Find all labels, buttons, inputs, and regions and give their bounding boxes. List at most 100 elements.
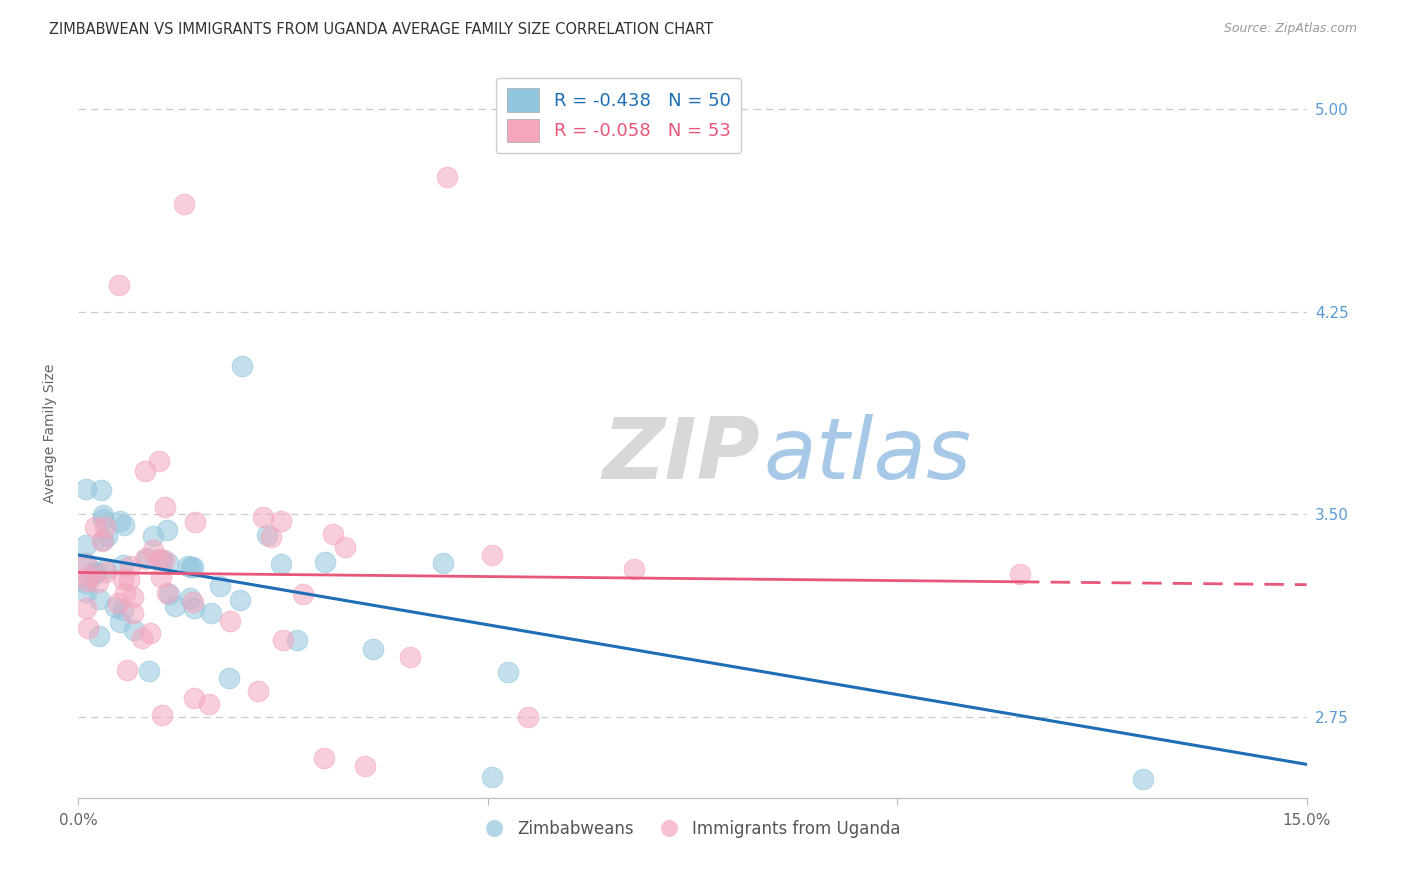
Immigrants from Uganda <box>121 606 143 620</box>
Immigrants from Uganda <box>333 540 356 554</box>
Zimbabweans <box>142 529 165 543</box>
Immigrants from Uganda <box>76 569 98 583</box>
Immigrants from Uganda <box>91 533 114 548</box>
Zimbabweans <box>432 556 454 570</box>
Zimbabweans <box>86 566 108 580</box>
Zimbabweans <box>314 555 336 569</box>
Immigrants from Uganda <box>115 663 138 677</box>
Immigrants from Uganda <box>623 562 645 576</box>
Immigrants from Uganda <box>150 570 173 584</box>
Zimbabweans <box>136 551 159 566</box>
Zimbabweans <box>157 556 180 570</box>
Zimbabweans <box>138 665 160 679</box>
Zimbabweans <box>156 523 179 537</box>
Zimbabweans <box>157 587 180 601</box>
Immigrants from Uganda <box>247 684 270 698</box>
Immigrants from Uganda <box>122 591 145 605</box>
Immigrants from Uganda <box>150 708 173 723</box>
Zimbabweans <box>361 641 384 656</box>
Text: ZIMBABWEAN VS IMMIGRANTS FROM UGANDA AVERAGE FAMILY SIZE CORRELATION CHART: ZIMBABWEAN VS IMMIGRANTS FROM UGANDA AVE… <box>49 22 713 37</box>
Zimbabweans <box>1132 772 1154 787</box>
Immigrants from Uganda <box>353 758 375 772</box>
Zimbabweans <box>183 600 205 615</box>
Zimbabweans <box>122 623 145 637</box>
Immigrants from Uganda <box>142 543 165 558</box>
Immigrants from Uganda <box>76 574 98 589</box>
Immigrants from Uganda <box>156 585 179 599</box>
Immigrants from Uganda <box>183 691 205 706</box>
Zimbabweans <box>75 576 97 591</box>
Immigrants from Uganda <box>111 572 134 586</box>
Immigrants from Uganda <box>114 585 136 599</box>
Zimbabweans <box>90 483 112 497</box>
Zimbabweans <box>75 538 97 552</box>
Zimbabweans <box>165 599 187 614</box>
Zimbabweans <box>231 359 253 373</box>
Zimbabweans <box>104 599 127 614</box>
Immigrants from Uganda <box>219 614 242 628</box>
Immigrants from Uganda <box>436 169 458 184</box>
Immigrants from Uganda <box>118 573 141 587</box>
Immigrants from Uganda <box>139 626 162 640</box>
Y-axis label: Average Family Size: Average Family Size <box>44 364 58 503</box>
Zimbabweans <box>96 529 118 543</box>
Immigrants from Uganda <box>75 601 97 615</box>
Immigrants from Uganda <box>153 553 176 567</box>
Zimbabweans <box>110 615 132 630</box>
Immigrants from Uganda <box>183 515 205 529</box>
Immigrants from Uganda <box>148 552 170 566</box>
Immigrants from Uganda <box>252 509 274 524</box>
Immigrants from Uganda <box>75 557 97 571</box>
Immigrants from Uganda <box>148 454 170 468</box>
Zimbabweans <box>87 629 110 643</box>
Zimbabweans <box>94 562 117 576</box>
Immigrants from Uganda <box>96 565 118 579</box>
Immigrants from Uganda <box>131 631 153 645</box>
Zimbabweans <box>111 558 134 572</box>
Zimbabweans <box>229 593 252 607</box>
Immigrants from Uganda <box>173 196 195 211</box>
Immigrants from Uganda <box>134 464 156 478</box>
Immigrants from Uganda <box>481 548 503 562</box>
Immigrants from Uganda <box>94 520 117 534</box>
Zimbabweans <box>481 770 503 784</box>
Zimbabweans <box>179 591 201 606</box>
Immigrants from Uganda <box>87 574 110 589</box>
Zimbabweans <box>181 559 204 574</box>
Zimbabweans <box>177 558 200 573</box>
Zimbabweans <box>75 482 97 496</box>
Immigrants from Uganda <box>77 620 100 634</box>
Immigrants from Uganda <box>153 500 176 515</box>
Text: atlas: atlas <box>763 414 972 497</box>
Zimbabweans <box>111 603 134 617</box>
Immigrants from Uganda <box>399 650 422 665</box>
Zimbabweans <box>180 560 202 574</box>
Zimbabweans <box>150 553 173 567</box>
Immigrants from Uganda <box>108 277 131 292</box>
Immigrants from Uganda <box>271 632 294 647</box>
Zimbabweans <box>79 569 101 583</box>
Zimbabweans <box>83 566 105 581</box>
Immigrants from Uganda <box>260 530 283 544</box>
Immigrants from Uganda <box>517 710 540 724</box>
Zimbabweans <box>287 632 309 647</box>
Zimbabweans <box>498 665 520 679</box>
Zimbabweans <box>200 606 222 620</box>
Immigrants from Uganda <box>322 526 344 541</box>
Zimbabweans <box>110 514 132 528</box>
Immigrants from Uganda <box>83 520 105 534</box>
Zimbabweans <box>75 556 97 570</box>
Zimbabweans <box>270 557 292 571</box>
Zimbabweans <box>112 517 135 532</box>
Immigrants from Uganda <box>198 697 221 711</box>
Immigrants from Uganda <box>181 594 204 608</box>
Immigrants from Uganda <box>292 587 315 601</box>
Zimbabweans <box>91 533 114 547</box>
Zimbabweans <box>218 671 240 685</box>
Immigrants from Uganda <box>312 750 335 764</box>
Zimbabweans <box>91 508 114 522</box>
Zimbabweans <box>256 527 278 541</box>
Immigrants from Uganda <box>107 597 129 611</box>
Zimbabweans <box>208 579 231 593</box>
Zimbabweans <box>87 591 110 606</box>
